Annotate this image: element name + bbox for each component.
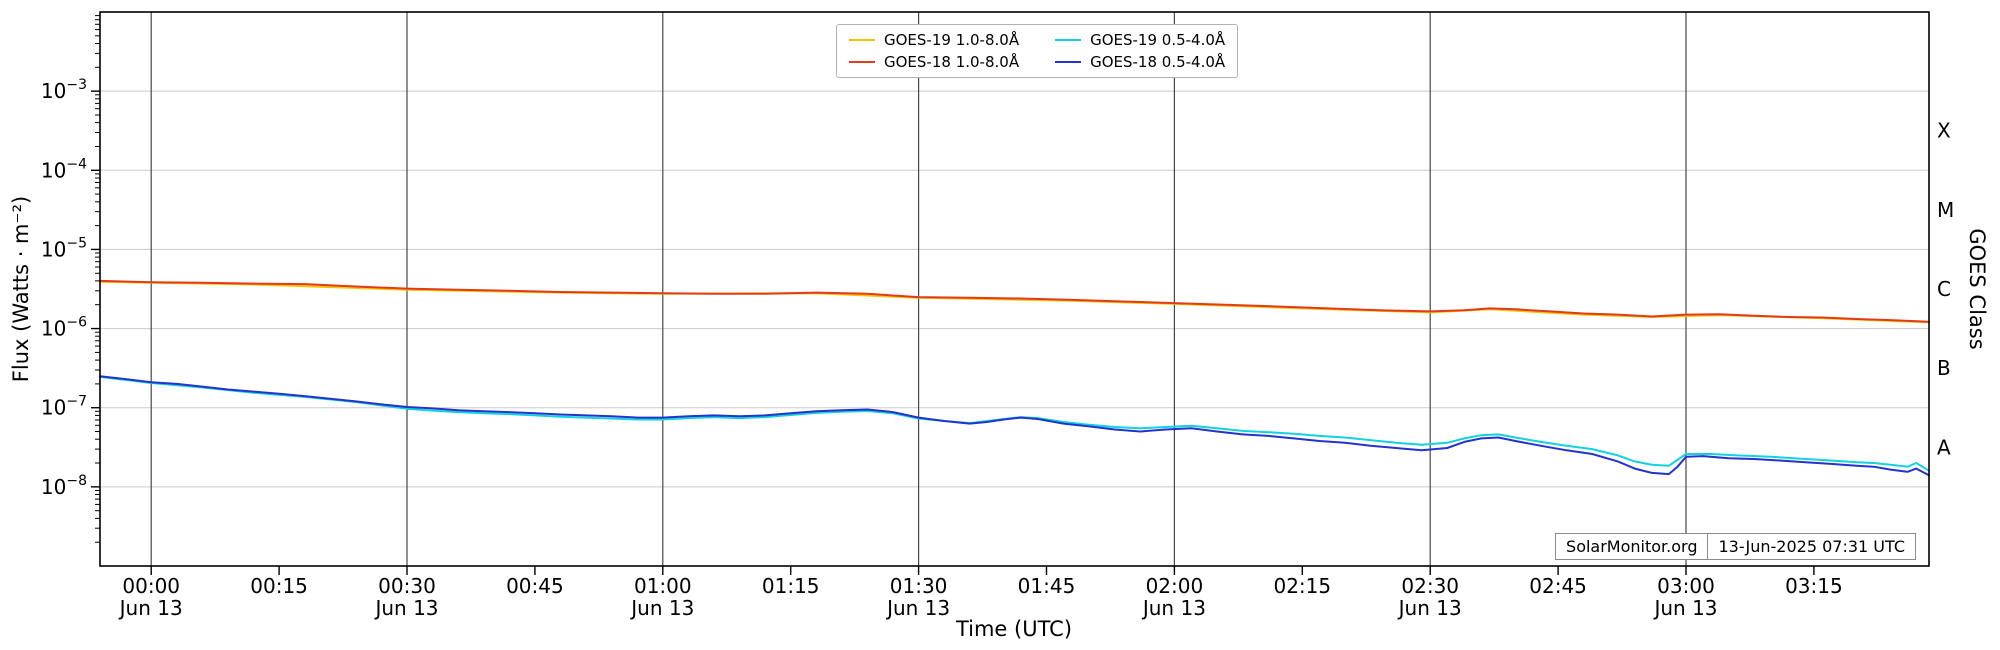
y-tick-label: 10−3	[41, 77, 87, 103]
x-tick-label: 03:00	[1657, 574, 1715, 598]
legend-item-goes19-short: GOES-19 0.5-4.0Å	[1055, 31, 1225, 49]
x-axis-label: Time (UTC)	[955, 617, 1073, 641]
legend-label: GOES-18 1.0-8.0Å	[884, 53, 1020, 71]
x-tick-date-label: Jun 13	[1397, 596, 1462, 620]
legend-label: GOES-19 0.5-4.0Å	[1090, 31, 1226, 49]
x-tick-label: 02:45	[1529, 574, 1587, 598]
x-tick-label: 01:45	[1018, 574, 1076, 598]
goes-class-letter-A: A	[1937, 435, 1951, 459]
series-line-goes19-short	[99, 375, 1930, 472]
footer-source: SolarMonitor.org	[1566, 537, 1698, 556]
chart-footer: SolarMonitor.org 13-Jun-2025 07:31 UTC	[1555, 533, 1916, 560]
x-tick-label: 02:30	[1401, 574, 1459, 598]
legend-item-goes19-long: GOES-19 1.0-8.0Å	[849, 31, 1019, 49]
chart-legend: GOES-19 1.0-8.0Å GOES-18 1.0-8.0Å GOES-19 …	[836, 24, 1239, 78]
x-tick-date-label: Jun 13	[885, 596, 950, 620]
x-tick-date-label: Jun 13	[1652, 596, 1717, 620]
y-axis-label: Flux (Watts · m⁻²)	[9, 195, 33, 383]
y-tick-label: 10−6	[41, 315, 87, 341]
goes-class-letter-M: M	[1937, 198, 1954, 222]
legend-label: GOES-18 0.5-4.0Å	[1090, 53, 1226, 71]
x-tick-label: 02:15	[1273, 574, 1331, 598]
x-tick-label: 00:00	[122, 574, 180, 598]
y-tick-label: 10−4	[41, 156, 87, 182]
legend-swatch-goes18-short	[1055, 61, 1082, 63]
goes-class-axis-label: GOES Class	[1965, 228, 1989, 350]
x-tick-date-label: Jun 13	[629, 596, 694, 620]
x-tick-date-label: Jun 13	[118, 596, 183, 620]
x-tick-label: 00:30	[378, 574, 436, 598]
x-tick-label: 03:15	[1785, 574, 1843, 598]
legend-item-goes18-long: GOES-18 1.0-8.0Å	[849, 53, 1019, 71]
goes-class-letter-C: C	[1937, 277, 1951, 301]
footer-timestamp: 13-Jun-2025 07:31 UTC	[1707, 534, 1915, 559]
legend-swatch-goes18-long	[849, 61, 875, 63]
x-tick-label: 02:00	[1146, 574, 1204, 598]
x-tick-label: 01:30	[890, 574, 948, 598]
x-tick-label: 00:15	[250, 574, 308, 598]
series-line-goes18-short	[99, 375, 1930, 477]
legend-item-goes18-short: GOES-18 0.5-4.0Å	[1055, 53, 1225, 71]
x-tick-date-label: Jun 13	[373, 596, 438, 620]
series-line-goes18-long	[99, 279, 1930, 323]
plot-frame	[99, 11, 1930, 567]
y-tick-label: 10−7	[41, 394, 87, 420]
y-tick-label: 10−5	[41, 235, 87, 261]
x-tick-label: 01:00	[634, 574, 692, 598]
legend-swatch-goes19-long	[849, 39, 875, 41]
legend-swatch-goes19-short	[1055, 39, 1082, 41]
x-tick-label: 01:15	[762, 574, 820, 598]
goes-class-letter-X: X	[1937, 119, 1951, 143]
legend-label: GOES-19 1.0-8.0Å	[884, 31, 1020, 49]
x-tick-label: 00:45	[506, 574, 564, 598]
y-tick-label: 10−8	[41, 473, 87, 499]
x-tick-date-label: Jun 13	[1141, 596, 1206, 620]
goes-class-letter-B: B	[1937, 356, 1951, 380]
